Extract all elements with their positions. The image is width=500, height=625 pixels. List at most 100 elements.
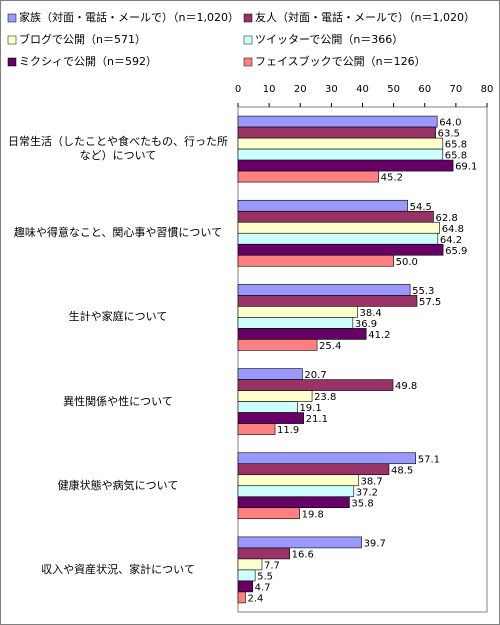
value-label: 62.8: [435, 213, 457, 224]
bar: [237, 210, 434, 223]
value-label: 2.4: [247, 593, 263, 604]
value-label: 11.9: [277, 425, 299, 436]
bar: [237, 115, 438, 128]
legend-swatch: [243, 57, 253, 67]
value-label: 55.3: [412, 286, 434, 297]
value-label: 35.8: [351, 498, 373, 509]
value-label: 38.7: [360, 476, 382, 487]
value-label: 39.7: [364, 538, 386, 549]
bar: [237, 507, 300, 520]
value-label: 7.7: [264, 560, 280, 571]
value-label: 50.0: [396, 257, 418, 268]
bar: [237, 423, 276, 435]
bar: [237, 368, 303, 380]
value-label: 65.8: [445, 151, 467, 162]
plot-area: [237, 106, 488, 613]
legend-label: 家族（対面・電話・メールで）（n＝1,020）: [19, 10, 239, 24]
legend-label: 友人（対面・電話・メールで）（n＝1,020）: [255, 10, 475, 24]
y-tick-label: 日常生活（したことや食べたもの、行った所など）について: [8, 135, 228, 163]
value-label: 25.4: [319, 341, 341, 352]
bar: [237, 463, 390, 476]
y-tick-label: 収入や資産状況、家計について: [41, 562, 195, 576]
bar: [237, 306, 358, 318]
y-tick-label: 健康状態や病気について: [57, 478, 179, 492]
x-tick-label: 30: [325, 84, 338, 95]
bar: [237, 558, 263, 571]
value-label: 64.0: [439, 118, 461, 129]
value-label: 49.8: [395, 381, 417, 392]
value-label: 65.9: [445, 246, 467, 257]
value-label: 16.6: [292, 549, 314, 560]
bar: [237, 536, 362, 549]
bar: [237, 474, 359, 487]
bar: [237, 295, 418, 307]
legend-label: ツイッターで公開（n＝366）: [255, 33, 403, 46]
value-label: 4.7: [255, 582, 271, 593]
value-label: 63.5: [438, 129, 460, 140]
bar: [237, 232, 439, 245]
bar: [237, 254, 394, 267]
bar: [237, 496, 350, 509]
legend-label: ブログで公開（n＝571）: [19, 32, 146, 46]
bar: [237, 126, 436, 139]
legend-swatch: [7, 13, 17, 23]
legend-swatch: [7, 57, 17, 67]
bar: [237, 148, 444, 161]
bar: [237, 379, 394, 391]
legend-label: ミクシィで公開（n＝592）: [19, 55, 157, 68]
value-label: 36.9: [355, 319, 377, 330]
value-label: 21.1: [306, 414, 328, 425]
x-tick-label: 80: [481, 84, 494, 95]
value-label: 19.8: [302, 509, 324, 520]
bar: [237, 452, 417, 465]
value-label: 5.5: [257, 571, 273, 582]
value-label: 57.5: [419, 297, 441, 308]
bar: [237, 243, 444, 256]
value-label: 45.2: [381, 173, 403, 184]
value-label: 64.8: [442, 224, 464, 235]
bar: [237, 412, 304, 424]
x-tick-label: 50: [387, 84, 400, 95]
bar: [237, 339, 318, 351]
x-tick-label: 0: [235, 84, 241, 95]
legend-swatch: [243, 13, 253, 23]
bar: [237, 401, 298, 413]
bar: [237, 591, 246, 604]
x-tick-label: 20: [294, 84, 307, 95]
y-tick-label: 生計や家庭について: [68, 310, 168, 324]
value-label: 48.5: [391, 465, 413, 476]
bar: [237, 170, 379, 183]
x-tick-label: 60: [418, 84, 431, 95]
x-tick-label: 40: [356, 84, 369, 95]
value-label: 64.2: [440, 235, 462, 246]
bar: [237, 390, 313, 402]
x-tick-label: 10: [263, 84, 276, 95]
legend-label: フェイスブックで公開（n＝126）: [255, 54, 426, 68]
bar: [237, 284, 411, 296]
bar: [237, 580, 253, 593]
y-tick-label: 異性関係や性について: [63, 394, 173, 408]
bar: [237, 137, 444, 150]
value-label: 20.7: [304, 370, 326, 381]
value-label: 38.4: [360, 308, 382, 319]
bar: [237, 485, 355, 498]
bar: [237, 569, 256, 582]
bar: [237, 199, 408, 212]
value-label: 23.8: [314, 392, 336, 403]
bar: [237, 317, 354, 329]
bar: [237, 159, 454, 172]
bar: [237, 221, 440, 234]
value-label: 65.8: [445, 140, 467, 151]
bar: [237, 547, 290, 560]
value-label: 37.2: [356, 487, 378, 498]
value-label: 19.1: [299, 403, 321, 414]
y-tick-label: 趣味や得意なこと、関心事や習慣について: [13, 226, 223, 240]
bar: [237, 328, 367, 340]
legend-swatch: [7, 35, 17, 45]
value-label: 54.5: [410, 202, 432, 213]
legend-swatch: [243, 35, 253, 45]
value-label: 41.2: [368, 330, 390, 341]
value-label: 69.1: [455, 162, 477, 173]
